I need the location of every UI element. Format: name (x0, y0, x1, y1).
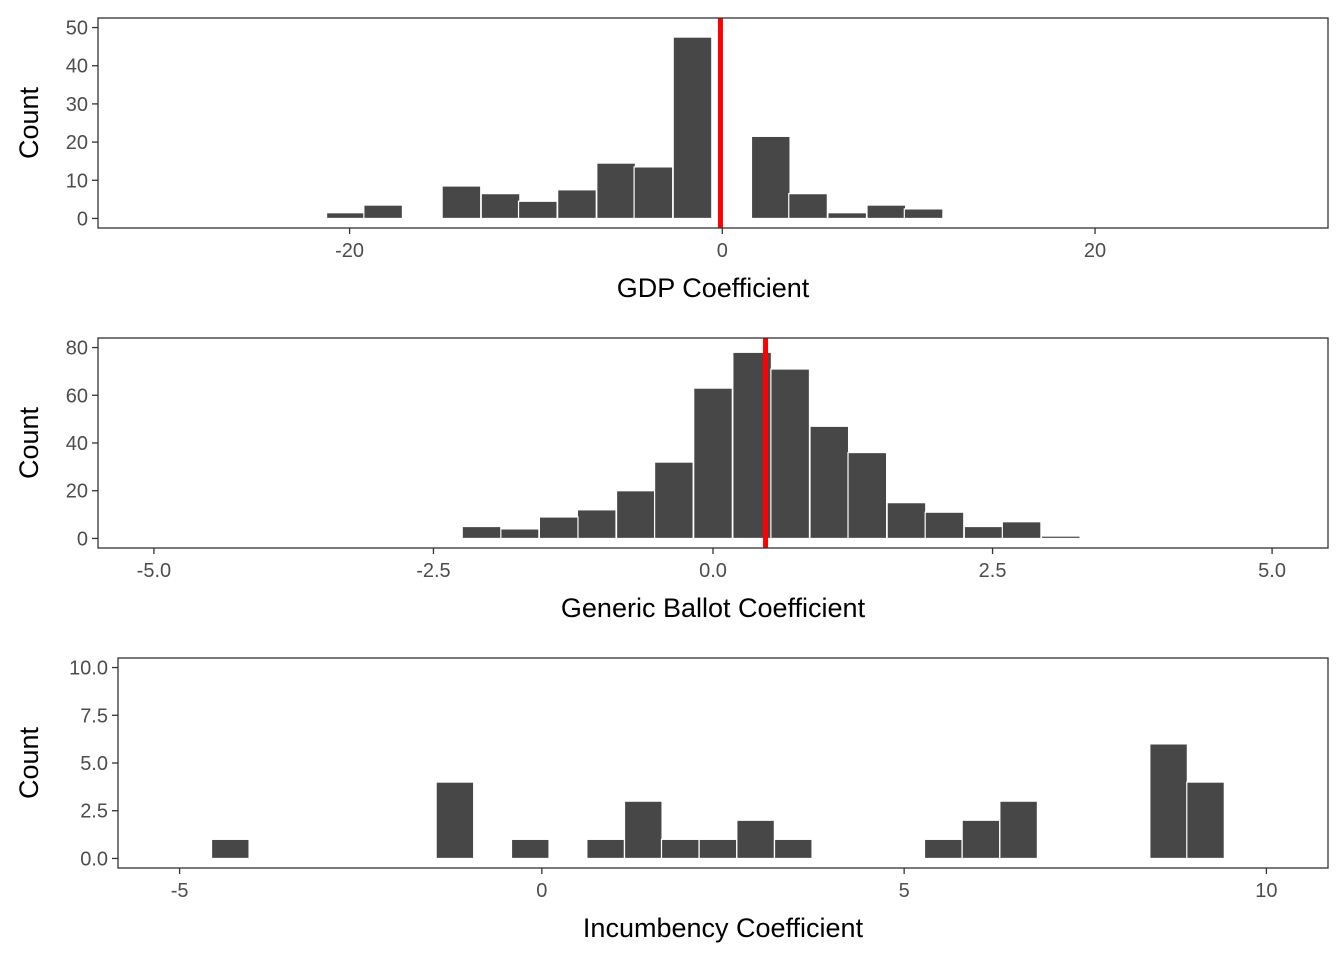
x-tick-label: -20 (335, 240, 364, 262)
x-axis: -5 0 5 10 (171, 868, 1278, 902)
histogram-bar (171, 217, 212, 220)
histogram-bar (788, 193, 828, 220)
x-axis-title: Incumbency Coefficient (583, 913, 864, 943)
histogram-bar (866, 204, 907, 220)
y-tick-label: 7.5 (80, 705, 108, 727)
panel-border (117, 657, 1329, 869)
histogram-bar (538, 516, 579, 540)
histogram-bar (435, 781, 475, 860)
x-tick-label: 20 (1084, 240, 1106, 262)
histogram-bar (660, 838, 700, 860)
histogram-bar (363, 204, 404, 220)
histogram-bar (499, 528, 540, 540)
histogram-bar (480, 193, 521, 220)
y-tick-label: 10 (66, 170, 88, 192)
x-tick-label: 0 (717, 240, 728, 262)
x-tick-label: 5.0 (1258, 560, 1286, 582)
y-tick-label: 10.0 (69, 658, 108, 680)
histogram-bar (999, 800, 1038, 860)
histogram-bar (1149, 743, 1188, 860)
histogram-bar (847, 451, 888, 540)
panel-border (97, 17, 1329, 229)
y-axis: 0 10 20 30 40 50 (66, 18, 98, 230)
histogram-bar (963, 525, 1004, 540)
histogram-bar (653, 461, 694, 540)
histogram-bar (576, 509, 617, 540)
y-tick-label: 30 (66, 94, 88, 116)
y-tick-label: 20 (66, 132, 88, 154)
histogram-bar (210, 217, 251, 220)
x-axis: -5.0 -2.5 0.0 2.5 5.0 (137, 548, 1286, 582)
histogram-bar (441, 185, 482, 220)
histogram-bar (596, 162, 636, 220)
histogram-bar (773, 838, 813, 860)
histogram-bar (325, 212, 366, 220)
histogram-bar (1186, 781, 1225, 860)
x-tick-label: 0.0 (699, 560, 727, 582)
histogram-bar (1160, 217, 1201, 220)
histogram-bar (736, 819, 775, 860)
y-tick-label: 40 (66, 433, 88, 455)
histogram-bar (923, 838, 963, 860)
x-axis-title: Generic Ballot Coefficient (561, 593, 866, 623)
x-tick-label: 0 (536, 880, 547, 902)
x-axis-title: GDP Coefficient (617, 273, 810, 303)
histogram-bar (886, 502, 927, 540)
histogram-bar (698, 838, 738, 860)
histogram-bar (586, 838, 625, 860)
y-axis-title: Count (14, 86, 44, 159)
histogram-bar (210, 838, 250, 860)
y-axis-title: Count (14, 726, 44, 799)
histogram-bar (1011, 217, 1052, 220)
generic-ballot-panel: Count 0 20 40 60 80 -5.0 -2.5 0.0 2.5 5.0 Generi… (14, 337, 1329, 623)
histogram-bar (827, 212, 868, 220)
y-tick-label: 5.0 (80, 753, 108, 775)
x-tick-label: 5 (899, 880, 910, 902)
histogram-bar (961, 819, 1001, 860)
x-tick-label: 2.5 (979, 560, 1007, 582)
histogram-bar (1001, 521, 1042, 540)
histogram-bar (693, 387, 733, 540)
histogram-bar (750, 135, 791, 220)
histogram-bar (623, 800, 663, 860)
y-tick-label: 50 (66, 18, 88, 40)
histogram-bar (510, 838, 550, 860)
x-axis: -20 0 20 (335, 228, 1106, 262)
histogram-bar (517, 200, 558, 220)
histogram-bar (924, 511, 965, 540)
y-tick-label: 0 (77, 208, 88, 230)
x-tick-label: 10 (1255, 880, 1277, 902)
y-axis-title: Count (14, 406, 44, 479)
y-axis: 0.0 2.5 5.0 7.5 10.0 (69, 658, 118, 870)
histogram-bar (672, 36, 713, 220)
y-tick-label: 40 (66, 56, 88, 78)
bar-group (171, 36, 1201, 220)
y-tick-label: 0.0 (80, 848, 108, 870)
y-tick-label: 80 (66, 338, 88, 360)
x-tick-label: -5 (171, 880, 189, 902)
histogram-bar (770, 368, 811, 540)
bar-group (210, 743, 1225, 860)
y-tick-label: 20 (66, 481, 88, 503)
x-tick-label: -2.5 (416, 560, 450, 582)
bar-group (461, 351, 1081, 540)
incumbency-panel: Count 0.0 2.5 5.0 7.5 10.0 -5 0 5 10 Incumbency… (14, 657, 1329, 943)
histogram-bar (1040, 535, 1081, 540)
histogram-bar (461, 525, 502, 540)
y-tick-label: 2.5 (80, 801, 108, 823)
histogram-bar (633, 166, 674, 220)
histogram-bar (402, 217, 443, 220)
histogram-bar (809, 425, 850, 540)
histogram-bar (903, 208, 944, 220)
y-tick-label: 0 (77, 528, 88, 550)
histogram-bar (1121, 217, 1162, 220)
histogram-bar (557, 189, 597, 220)
gdp-panel: Count 0 10 20 30 40 50 -20 0 20 GDP Coefficient (14, 17, 1329, 303)
y-axis: 0 20 40 60 80 (66, 338, 98, 550)
x-tick-label: -5.0 (137, 560, 171, 582)
histogram-bar (615, 490, 656, 540)
y-tick-label: 60 (66, 385, 88, 407)
